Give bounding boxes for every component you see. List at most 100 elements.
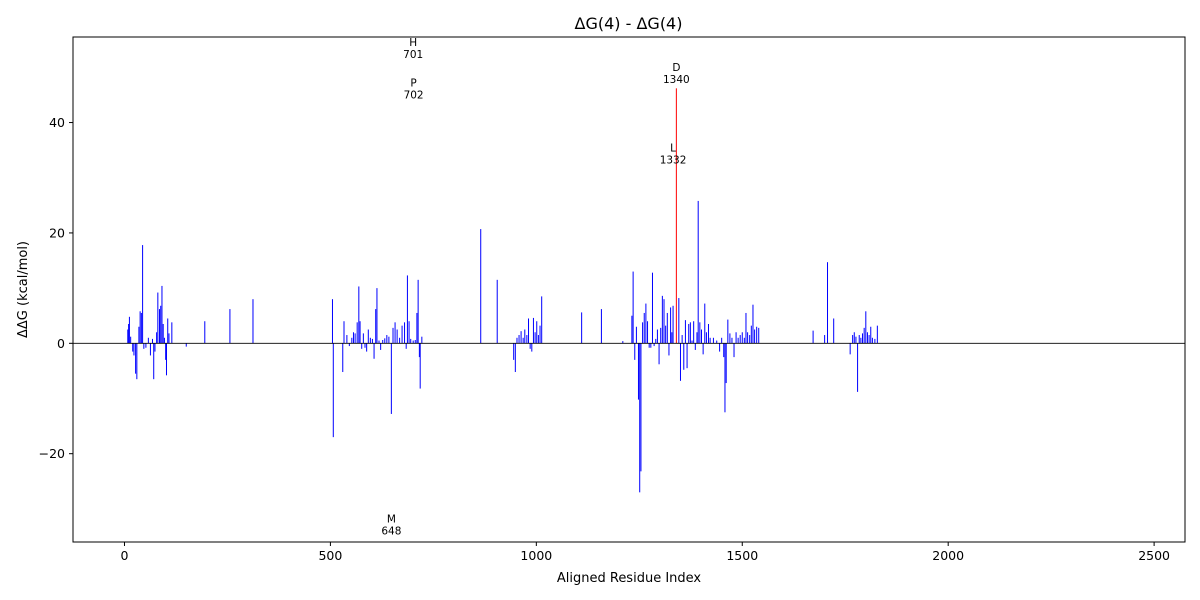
x-tick-label: 2500 (1138, 548, 1170, 563)
bar (833, 318, 835, 344)
bar (719, 343, 721, 352)
bar (143, 343, 145, 349)
bar (635, 326, 637, 344)
bar (747, 332, 749, 344)
bar (735, 332, 737, 344)
bar (394, 322, 396, 344)
bar (712, 337, 714, 344)
bar (151, 338, 153, 344)
bar (705, 332, 707, 344)
bar (138, 326, 140, 344)
bar (364, 343, 366, 348)
bar (373, 343, 375, 359)
bar (332, 343, 334, 438)
bar (693, 321, 695, 344)
bar (163, 337, 165, 344)
bar (870, 326, 872, 344)
bar (496, 279, 498, 344)
bar (375, 309, 377, 344)
x-tick-label: 2000 (932, 548, 964, 563)
bar (639, 343, 641, 493)
bar (754, 329, 756, 344)
bar (650, 343, 652, 348)
bar (672, 305, 674, 344)
bar (405, 343, 407, 349)
bar (412, 340, 414, 344)
bars-layer (127, 88, 878, 493)
bar (853, 332, 855, 344)
bar (876, 325, 878, 344)
bar (331, 299, 333, 344)
bar (855, 336, 857, 344)
bar (642, 322, 644, 344)
bar (376, 288, 378, 344)
bar (739, 335, 741, 344)
bar (160, 305, 162, 344)
bar (581, 312, 583, 344)
bar (758, 327, 760, 344)
bar (130, 336, 132, 344)
bar (849, 343, 851, 355)
bar (367, 329, 369, 344)
bar (366, 343, 368, 352)
y-tick-label: 20 (49, 225, 65, 240)
bar (168, 333, 170, 344)
annotation-index: 701 (403, 49, 423, 61)
bar (358, 286, 360, 344)
bar (229, 309, 231, 344)
bar (704, 303, 706, 344)
bar (643, 312, 645, 344)
bar (678, 298, 680, 344)
bar (396, 329, 398, 344)
bar (252, 299, 254, 344)
plot-frame (72, 36, 1186, 543)
annotation-residue: P (410, 77, 416, 89)
bar (514, 343, 516, 373)
x-axis-label: Aligned Residue Index (557, 571, 702, 586)
bar (156, 332, 158, 344)
bar (157, 292, 159, 344)
bar (860, 337, 862, 344)
bar (857, 343, 859, 392)
bar (140, 312, 142, 344)
bar (665, 325, 667, 344)
annotation-residue: H (409, 37, 417, 49)
bar (749, 335, 751, 344)
bar (139, 311, 141, 344)
bar (824, 335, 826, 344)
bar (647, 321, 649, 344)
bar (653, 343, 655, 347)
bar (666, 312, 668, 344)
bar (686, 343, 688, 369)
annotation-index: 648 (381, 525, 401, 537)
bar (371, 338, 373, 344)
bar (171, 322, 173, 344)
bar (421, 336, 423, 344)
bar (480, 229, 482, 344)
bar (600, 309, 602, 344)
bar (689, 322, 691, 344)
bar (384, 338, 386, 344)
bar (369, 337, 371, 344)
bar (655, 338, 657, 344)
bar (534, 332, 536, 344)
bar (135, 343, 137, 374)
bar (529, 343, 531, 349)
bar (142, 245, 144, 344)
bar (342, 343, 344, 373)
bar (531, 343, 533, 352)
bar (410, 338, 412, 344)
annotation-index: 1340 (663, 74, 690, 86)
bar (663, 299, 665, 344)
bar (346, 335, 348, 344)
bar (133, 343, 135, 356)
bar-highlight (675, 88, 677, 344)
bar (153, 343, 155, 380)
bar (743, 337, 745, 344)
bar (697, 200, 699, 344)
bar (354, 333, 356, 344)
bar (416, 312, 418, 344)
bar (871, 337, 873, 344)
y-tick-label: −20 (39, 446, 65, 461)
bar (688, 323, 690, 344)
